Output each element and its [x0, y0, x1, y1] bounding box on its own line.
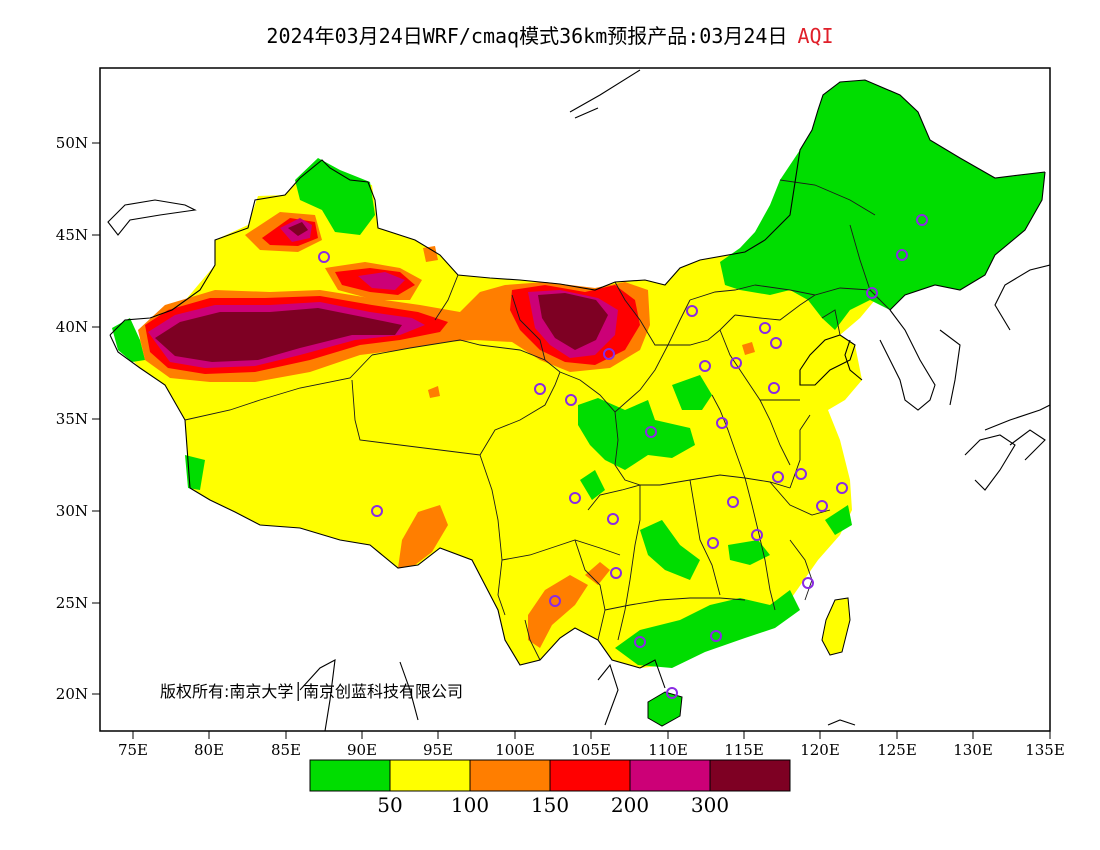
- station-marker: [802, 577, 814, 589]
- station-marker: [318, 251, 330, 263]
- legend-label: 300: [691, 793, 729, 817]
- station-marker: [730, 357, 742, 369]
- lat-tick-label: 45N: [56, 226, 88, 244]
- aqi-region-green-west: [112, 318, 145, 362]
- station-marker: [645, 426, 657, 438]
- aqi-region-maroon-junggar: [288, 222, 308, 236]
- station-marker: [866, 287, 878, 299]
- aqi-region-green-yangtze: [640, 520, 700, 580]
- aqi-region-maroon-alxa: [538, 293, 608, 350]
- aqi-region-orange-guizhou: [585, 562, 610, 585]
- lon-tick-label: 100E: [495, 741, 535, 759]
- lon-tick-label: 85E: [271, 741, 301, 759]
- station-markers: [318, 214, 928, 699]
- legend-label: 100: [451, 793, 489, 817]
- aqi-region-green-central: [578, 398, 695, 470]
- legend-swatch: [389, 759, 471, 792]
- lat-tick-label: 50N: [56, 134, 88, 152]
- station-marker: [565, 394, 577, 406]
- station-marker: [699, 360, 711, 372]
- lon-tick-label: 125E: [877, 741, 917, 759]
- map-frame: [99, 67, 1051, 732]
- lon-tick-label: 80E: [194, 741, 224, 759]
- lon-tick-label: 90E: [347, 741, 377, 759]
- legend-swatch: [629, 759, 711, 792]
- map-title-product: AQI: [797, 24, 834, 48]
- station-marker: [896, 249, 908, 261]
- lat-tick-label: 35N: [56, 410, 88, 428]
- station-marker: [707, 537, 719, 549]
- station-marker: [772, 471, 784, 483]
- legend: 50 100 150 200 300: [309, 759, 791, 817]
- station-marker: [607, 513, 619, 525]
- national-borders: [107, 69, 1050, 731]
- station-marker: [751, 529, 763, 541]
- aqi-region-green-zhejiang: [825, 505, 852, 535]
- station-marker: [534, 383, 546, 395]
- aqi-region-orange-tibet: [398, 505, 448, 568]
- station-marker: [666, 687, 678, 699]
- latitude-axis: [92, 142, 100, 695]
- station-marker: [759, 322, 771, 334]
- legend-label: 200: [611, 793, 649, 817]
- map-title: 2024年03月24日WRF/cmaq模式36km预报产品:03月24日 AQI: [0, 20, 1100, 49]
- legend-swatch: [709, 759, 791, 792]
- lon-tick-label: 95E: [423, 741, 453, 759]
- lon-tick-label: 135E: [1025, 741, 1065, 759]
- lon-tick-label: 115E: [724, 741, 764, 759]
- station-marker: [610, 567, 622, 579]
- station-marker: [768, 382, 780, 394]
- lon-tick-label: 110E: [648, 741, 688, 759]
- map-title-main: 2024年03月24日WRF/cmaq模式36km预报产品:03月24日: [266, 24, 788, 48]
- aqi-region-green-sichuan: [580, 470, 605, 500]
- lon-tick-label: 130E: [953, 741, 993, 759]
- legend-swatch: [469, 759, 551, 792]
- lon-tick-label: 75E: [118, 741, 148, 759]
- station-marker: [569, 492, 581, 504]
- lat-tick-label: 30N: [56, 502, 88, 520]
- aqi-region-green-hunan: [728, 540, 770, 565]
- lat-tick-label: 25N: [56, 594, 88, 612]
- station-marker: [716, 417, 728, 429]
- station-marker: [710, 630, 722, 642]
- aqi-region-purple-hami: [358, 272, 405, 290]
- province-borders: [184, 179, 891, 661]
- copyright-text: 版权所有:南京大学│南京创蓝科技有限公司: [160, 681, 463, 701]
- aqi-region-green-shanxi: [672, 375, 712, 410]
- legend-swatch: [309, 759, 391, 792]
- station-marker: [686, 305, 698, 317]
- station-marker: [916, 214, 928, 226]
- station-marker: [727, 496, 739, 508]
- station-marker: [634, 636, 646, 648]
- aqi-region-green-northwest: [295, 158, 375, 235]
- aqi-region-maroon-tarim: [155, 308, 402, 362]
- lat-tick-label: 20N: [56, 685, 88, 703]
- aqi-region-orange-dot-1: [428, 386, 440, 398]
- lon-tick-label: 120E: [800, 741, 840, 759]
- lat-tick-label: 40N: [56, 318, 88, 336]
- aqi-region-green-hainan: [648, 692, 682, 726]
- legend-label: 50: [377, 793, 402, 817]
- station-marker: [603, 348, 615, 360]
- map-area: 版权所有:南京大学│南京创蓝科技有限公司: [100, 68, 1050, 731]
- longitude-labels: 75E 80E 85E 90E 95E 100E 105E 110E 115E …: [118, 741, 1065, 759]
- latitude-labels: 50N 45N 40N 35N 30N 25N 20N: [56, 134, 88, 703]
- legend-swatch: [549, 759, 631, 792]
- legend-label: 150: [531, 793, 569, 817]
- station-marker: [371, 505, 383, 517]
- station-marker: [549, 595, 561, 607]
- aqi-region-orange-dot-3: [423, 246, 438, 262]
- station-marker: [816, 500, 828, 512]
- aqi-region-green-northeast: [720, 80, 1045, 330]
- longitude-axis: [132, 731, 1051, 739]
- aqi-region-orange-yunnan: [528, 575, 588, 648]
- station-marker: [770, 337, 782, 349]
- station-marker: [836, 482, 848, 494]
- lon-tick-label: 105E: [571, 741, 611, 759]
- station-marker: [795, 468, 807, 480]
- aqi-region-taiwan: [822, 598, 850, 655]
- aqi-region-orange-dot-2: [742, 342, 755, 355]
- aqi-region-green-south: [615, 590, 800, 668]
